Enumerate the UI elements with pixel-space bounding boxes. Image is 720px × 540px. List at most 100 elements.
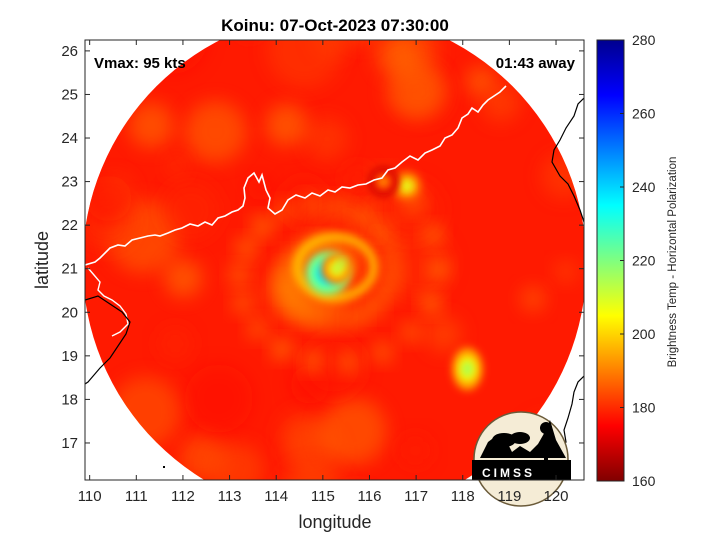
- colorbar-tick-label: 260: [632, 106, 656, 122]
- spiral-band: [338, 352, 359, 373]
- feature-2: [391, 170, 423, 202]
- axes-frame: [84, 39, 585, 481]
- eyewall-ring: [292, 232, 379, 303]
- spiral-band: [229, 265, 250, 286]
- texture-patch: [481, 82, 521, 123]
- texture-patch: [319, 397, 387, 465]
- spiral-band: [293, 301, 314, 322]
- spiral-band: [236, 238, 257, 259]
- logo-text: CIMSS: [482, 466, 535, 480]
- spiral-band: [247, 318, 268, 339]
- feature-3: [452, 347, 483, 391]
- feature-blob: [377, 175, 390, 188]
- time-offset-annotation: 01:43 away: [496, 55, 576, 72]
- texture-patch: [426, 316, 462, 352]
- spiral-band: [370, 221, 391, 242]
- vmax-annotation: Vmax: 95 kts: [94, 55, 186, 72]
- colorbar-tick-label: 200: [632, 326, 656, 342]
- coastline-hainan-east: [87, 267, 129, 337]
- feature-blob: [401, 180, 413, 192]
- spiral-band: [372, 342, 393, 363]
- texture-patch: [520, 286, 546, 312]
- spiral-band: [423, 224, 444, 245]
- spiral-band: [376, 281, 397, 302]
- spiral-band: [275, 201, 296, 222]
- spiral-band: [302, 194, 323, 215]
- y-tick-label: 24: [61, 130, 78, 147]
- spiral-band: [309, 309, 330, 330]
- spiral-band: [271, 339, 292, 360]
- spiral-band: [429, 259, 450, 280]
- spiral-band: [363, 296, 384, 317]
- coastline-outer-ne: [551, 97, 584, 223]
- colorbar-tick-label: 180: [632, 400, 656, 416]
- feature-1: [321, 253, 353, 285]
- texture-patch: [164, 259, 203, 298]
- y-axis: 17 18 19 20 21 22 23 24 25 26: [61, 43, 584, 452]
- colorbar-tick-label: 280: [632, 32, 656, 48]
- texture-patch: [301, 334, 366, 399]
- x-tick-label: 115: [311, 488, 335, 505]
- y-tick-label: 26: [61, 43, 78, 60]
- colorbar-tick-label: 160: [632, 473, 656, 489]
- texture-patch: [343, 164, 373, 194]
- coastline-outer-east: [559, 375, 584, 453]
- colorbar-tick-label: 220: [632, 253, 656, 269]
- colorbar-label: Brightness Temp - Horizontal Polarizatio…: [667, 157, 679, 368]
- y-tick-label: 25: [61, 86, 78, 103]
- texture-patch: [85, 175, 132, 222]
- spiral-band: [329, 196, 350, 217]
- convective-features: [305, 166, 483, 391]
- texture-patch: [305, 117, 349, 161]
- x-tick-label: 112: [171, 488, 195, 505]
- eye-center: [337, 259, 346, 268]
- texture-patch: [385, 61, 444, 120]
- colorbar: [596, 39, 625, 482]
- x-tick-label: 111: [125, 488, 148, 505]
- y-tick-label: 18: [61, 391, 78, 408]
- feature-4: [368, 166, 399, 197]
- cimss-logo: CIMSS: [472, 411, 571, 507]
- y-tick-label: 20: [61, 304, 78, 321]
- x-tick-label: 113: [218, 488, 242, 505]
- texture-patch: [158, 327, 192, 361]
- texture-patch: [128, 102, 174, 148]
- coastline: [85, 85, 507, 266]
- y-axis-label: latitude: [32, 231, 52, 289]
- coastline-outer-west: [85, 295, 131, 385]
- spiral-band: [352, 205, 373, 226]
- texture-patch: [554, 260, 577, 283]
- x-tick-label: 116: [358, 488, 382, 505]
- spiral-band: [252, 216, 273, 237]
- colorbar-ticks: 160 180 200 220 240 260 280: [620, 32, 656, 489]
- spiral-band: [380, 241, 401, 262]
- x-tick-label: 114: [264, 488, 288, 505]
- texture-patch: [265, 104, 308, 146]
- texture-patch: [398, 434, 432, 467]
- texture-patch: [209, 442, 264, 480]
- texture-patch: [161, 181, 221, 240]
- y-tick-label: 17: [61, 435, 78, 452]
- texture-patch: [247, 176, 273, 202]
- x-axis: 110 111 112 113 114 115 116 117 118 119 120: [78, 40, 569, 505]
- spiral-band: [421, 293, 442, 314]
- x-tick-label: 117: [404, 488, 428, 505]
- chart-title: Koinu: 07-Oct-2023 07:30:00: [221, 16, 449, 35]
- texture-patch: [267, 40, 342, 88]
- colorbar-tick-label: 240: [632, 179, 656, 195]
- texture-patch: [184, 364, 253, 433]
- spiral-band: [233, 293, 254, 314]
- x-tick-label: 110: [78, 488, 102, 505]
- spiral-band: [346, 307, 367, 328]
- x-tick-label: 118: [451, 488, 475, 505]
- spiral-band: [327, 311, 348, 332]
- small-island: [163, 466, 165, 468]
- x-tick-label: 119: [497, 488, 521, 505]
- y-tick-label: 22: [61, 217, 78, 234]
- y-tick-label: 23: [61, 174, 78, 191]
- spiral-band: [382, 262, 403, 283]
- spiral-band: [303, 350, 324, 371]
- y-tick-label: 19: [61, 348, 78, 365]
- texture-patch: [165, 154, 188, 177]
